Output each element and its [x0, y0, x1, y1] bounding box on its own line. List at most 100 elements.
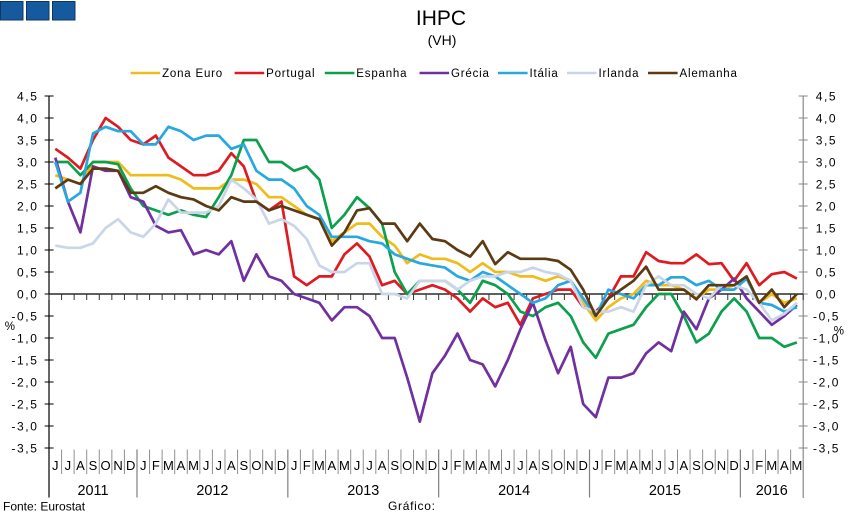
- svg-text:J: J: [291, 458, 298, 473]
- svg-text:N: N: [717, 458, 726, 473]
- svg-text:M: M: [615, 458, 626, 473]
- svg-text:D: D: [126, 458, 135, 473]
- svg-text:Irlanda: Irlanda: [599, 68, 640, 80]
- svg-text:O: O: [251, 458, 261, 473]
- svg-text:M: M: [641, 458, 652, 473]
- svg-text:2015: 2015: [649, 483, 681, 499]
- svg-text:M: M: [766, 458, 777, 473]
- svg-text:J: J: [203, 458, 210, 473]
- svg-text:3,5: 3,5: [816, 133, 837, 147]
- svg-text:Portugal: Portugal: [266, 68, 315, 80]
- svg-text:4,5: 4,5: [816, 89, 837, 103]
- svg-text:0,5: 0,5: [816, 265, 837, 279]
- svg-text:D: D: [277, 458, 286, 473]
- svg-text:N: N: [113, 458, 122, 473]
- svg-text:4,0: 4,0: [816, 111, 837, 125]
- svg-text:S: S: [89, 458, 98, 473]
- svg-text:3,0: 3,0: [17, 155, 38, 169]
- svg-text:2013: 2013: [347, 483, 379, 499]
- svg-text:D: D: [428, 458, 437, 473]
- svg-text:2,5: 2,5: [816, 177, 837, 191]
- svg-text:F: F: [152, 458, 160, 473]
- svg-text:F: F: [454, 458, 462, 473]
- svg-text:D: D: [729, 458, 738, 473]
- svg-text:Itália: Itália: [530, 68, 559, 80]
- svg-text:A: A: [327, 458, 336, 473]
- svg-text:J: J: [668, 458, 675, 473]
- svg-text:N: N: [415, 458, 424, 473]
- svg-text:Alemanha: Alemanha: [680, 68, 738, 80]
- svg-text:2014: 2014: [498, 483, 530, 499]
- svg-text:2,0: 2,0: [17, 199, 38, 213]
- svg-text:J: J: [593, 458, 600, 473]
- svg-text:-2,5: -2,5: [813, 397, 840, 411]
- svg-text:-0,5: -0,5: [813, 309, 840, 323]
- svg-text:A: A: [529, 458, 538, 473]
- svg-text:1,5: 1,5: [816, 221, 837, 235]
- svg-text:O: O: [553, 458, 563, 473]
- svg-text:J: J: [366, 458, 373, 473]
- svg-text:S: S: [541, 458, 550, 473]
- svg-text:-3,5: -3,5: [813, 441, 840, 455]
- svg-text:A: A: [378, 458, 387, 473]
- svg-text:2016: 2016: [756, 483, 788, 499]
- svg-text:O: O: [101, 458, 111, 473]
- svg-text:F: F: [303, 458, 311, 473]
- svg-text:1,5: 1,5: [17, 221, 38, 235]
- svg-text:M: M: [791, 458, 802, 473]
- svg-text:M: M: [465, 458, 476, 473]
- svg-text:3,0: 3,0: [816, 155, 837, 169]
- svg-text:J: J: [517, 458, 524, 473]
- svg-text:N: N: [566, 458, 575, 473]
- svg-text:-1,5: -1,5: [11, 353, 38, 367]
- svg-text:J: J: [65, 458, 72, 473]
- svg-text:S: S: [390, 458, 399, 473]
- svg-text:O: O: [704, 458, 714, 473]
- svg-text:%: %: [834, 325, 844, 337]
- svg-text:J: J: [140, 458, 147, 473]
- svg-text:Fonte: Eurostat: Fonte: Eurostat: [3, 500, 86, 514]
- svg-text:0,0: 0,0: [816, 287, 837, 301]
- svg-text:-0,5: -0,5: [11, 309, 38, 323]
- svg-text:A: A: [679, 458, 688, 473]
- svg-text:J: J: [52, 458, 59, 473]
- svg-text:-2,0: -2,0: [11, 375, 38, 389]
- svg-text:S: S: [692, 458, 701, 473]
- svg-text:M: M: [339, 458, 350, 473]
- svg-text:J: J: [354, 458, 361, 473]
- svg-text:N: N: [264, 458, 273, 473]
- svg-text:1,0: 1,0: [17, 243, 38, 257]
- svg-text:M: M: [163, 458, 174, 473]
- svg-text:A: A: [177, 458, 186, 473]
- svg-text:2,5: 2,5: [17, 177, 38, 191]
- svg-text:M: M: [188, 458, 199, 473]
- svg-text:J: J: [655, 458, 662, 473]
- svg-text:J: J: [505, 458, 512, 473]
- svg-text:Espanha: Espanha: [356, 68, 407, 80]
- svg-text:-2,5: -2,5: [11, 397, 38, 411]
- svg-text:A: A: [478, 458, 487, 473]
- svg-text:-1,5: -1,5: [813, 353, 840, 367]
- svg-text:A: A: [76, 458, 85, 473]
- svg-text:-3,0: -3,0: [813, 419, 840, 433]
- svg-text:S: S: [239, 458, 248, 473]
- svg-text:2011: 2011: [78, 483, 109, 499]
- svg-text:4,0: 4,0: [17, 111, 38, 125]
- svg-text:-3,0: -3,0: [11, 419, 38, 433]
- svg-text:-1,0: -1,0: [813, 331, 840, 345]
- svg-text:2,0: 2,0: [816, 199, 837, 213]
- svg-text:J: J: [442, 458, 449, 473]
- svg-text:-2,0: -2,0: [813, 375, 840, 389]
- svg-text:4,5: 4,5: [17, 89, 38, 103]
- svg-text:A: A: [227, 458, 236, 473]
- svg-text:J: J: [743, 458, 750, 473]
- svg-text:(VH): (VH): [428, 32, 457, 48]
- svg-text:2012: 2012: [196, 483, 228, 499]
- svg-text:F: F: [755, 458, 763, 473]
- svg-text:IHPC: IHPC: [416, 7, 466, 30]
- svg-text:F: F: [604, 458, 612, 473]
- svg-text:%: %: [5, 321, 15, 333]
- svg-text:A: A: [780, 458, 789, 473]
- svg-text:0,0: 0,0: [17, 287, 38, 301]
- svg-text:A: A: [629, 458, 638, 473]
